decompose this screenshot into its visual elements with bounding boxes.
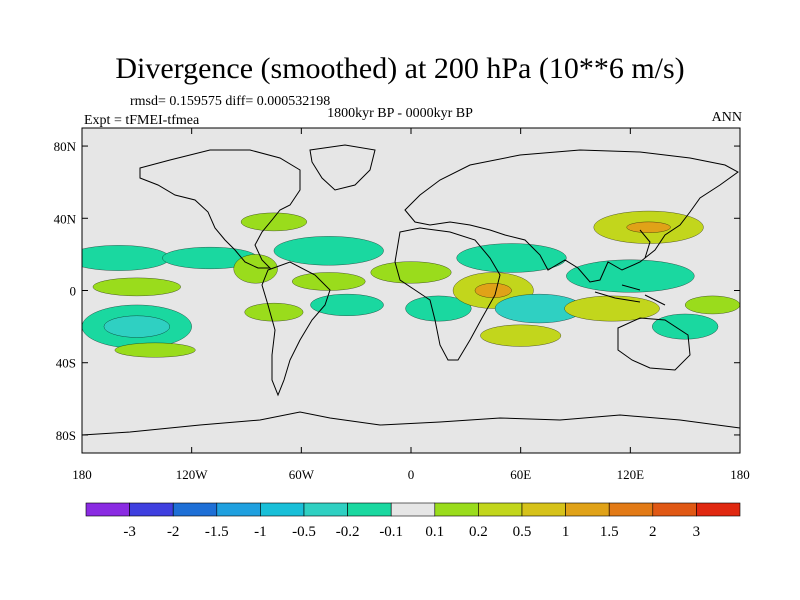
colorbar-swatch-12 [608, 502, 654, 517]
coastlines [82, 144, 740, 436]
x-axis: 180 120W 60W 0 60E 120E 180 [72, 128, 750, 482]
colorbar-swatch-2 [172, 502, 218, 517]
colorbar-label-9: 0.5 [513, 524, 532, 540]
colorbar-label-3: -1 [254, 524, 267, 540]
coast-africa [394, 227, 501, 361]
colorbar-label-7: 0.1 [425, 524, 444, 540]
y-axis: 80N 40N 0 40S 80S [54, 139, 740, 443]
divergence-field [82, 210, 740, 358]
colorbar-swatch-10 [521, 502, 566, 517]
divergence-region-24 [685, 295, 740, 315]
coast-australia [617, 317, 691, 371]
divergence-region-7 [273, 236, 384, 266]
divergence-region-0 [82, 245, 170, 271]
y-tick-label-1: 40N [54, 211, 77, 226]
y-tick-label-4: 80S [56, 428, 76, 443]
coast-japan [639, 229, 651, 259]
coast-indonesia [594, 284, 666, 306]
y-tick-label-0: 80N [54, 139, 77, 154]
x-tick-label-2: 60W [289, 467, 315, 482]
colorbar-label-2: -1.5 [205, 524, 229, 540]
colorbar-swatch-13 [652, 502, 697, 517]
period-label: 1800kyr BP - 0000kyr BP [327, 106, 473, 121]
divergence-region-10 [310, 293, 384, 316]
colorbar-label-4: -0.5 [292, 524, 316, 540]
divergence-region-11 [244, 302, 304, 322]
x-tick-label-1: 120W [176, 467, 209, 482]
experiment-label: Expt = tFMEI-tfmea [84, 113, 200, 128]
divergence-region-23 [652, 313, 719, 340]
season-label: ANN [711, 110, 742, 125]
colorbar-swatch-0 [85, 502, 130, 517]
y-tick-label-2: 0 [70, 284, 77, 299]
divergence-region-21 [626, 221, 671, 233]
colorbar-swatch-14 [696, 502, 741, 517]
divergence-region-9 [292, 272, 366, 291]
x-tick-label-6: 180 [730, 467, 750, 482]
colorbar-label-0: -3 [123, 524, 136, 540]
colorbar-label-5: -0.2 [336, 524, 360, 540]
coast-south-america [261, 261, 331, 397]
colorbar-swatch-4 [260, 502, 305, 517]
divergence-region-22 [564, 295, 660, 322]
colorbar-label-12: 2 [649, 524, 657, 540]
rmsd-stats: rmsd= 0.159575 diff= 0.000532198 [130, 94, 331, 109]
x-tick-label-0: 180 [72, 467, 92, 482]
coast-greenland [309, 144, 376, 191]
chart-title: Divergence (smoothed) at 200 hPa (10**6 … [115, 52, 685, 85]
x-tick-label-4: 60E [510, 467, 531, 482]
divergence-region-13 [405, 295, 472, 322]
colorbar-label-1: -2 [167, 524, 180, 540]
y-tick-label-3: 40S [56, 356, 76, 371]
colorbar-swatch-8 [434, 502, 479, 517]
divergence-region-14 [456, 243, 567, 273]
divergence-region-19 [566, 259, 695, 293]
divergence-region-2 [92, 277, 181, 297]
coast-antarctica [82, 411, 740, 436]
divergence-region-4 [103, 315, 170, 338]
colorbar-swatch-7 [390, 502, 436, 517]
colorbar-swatch-5 [303, 502, 348, 517]
x-tick-label-5: 120E [617, 467, 645, 482]
colorbar-swatch-1 [129, 502, 174, 517]
coast-eurasia [404, 149, 739, 283]
divergence-region-6 [240, 212, 307, 232]
colorbar-label-10: 1 [562, 524, 570, 540]
divergence-region-18 [480, 324, 562, 347]
colorbar-swatch-6 [347, 502, 392, 517]
colorbar-swatch-9 [478, 502, 523, 517]
divergence-region-5 [114, 342, 196, 358]
colorbar-label-11: 1.5 [600, 524, 619, 540]
colorbar-label-8: 0.2 [469, 524, 488, 540]
colorbar-label-6: -0.1 [379, 524, 403, 540]
divergence-region-12 [370, 261, 452, 284]
coast-north-america [139, 149, 301, 269]
colorbar-label-13: 3 [693, 524, 701, 540]
x-tick-label-3: 0 [408, 467, 415, 482]
colorbar-swatch-11 [565, 502, 610, 517]
divergence-region-16 [474, 283, 512, 298]
colorbar: -3 -2 -1.5 -1 -0.5 -0.2 -0.1 0.1 0.2 0.5 1 1.5 2 3 [85, 502, 741, 540]
colorbar-swatch-3 [216, 502, 261, 517]
